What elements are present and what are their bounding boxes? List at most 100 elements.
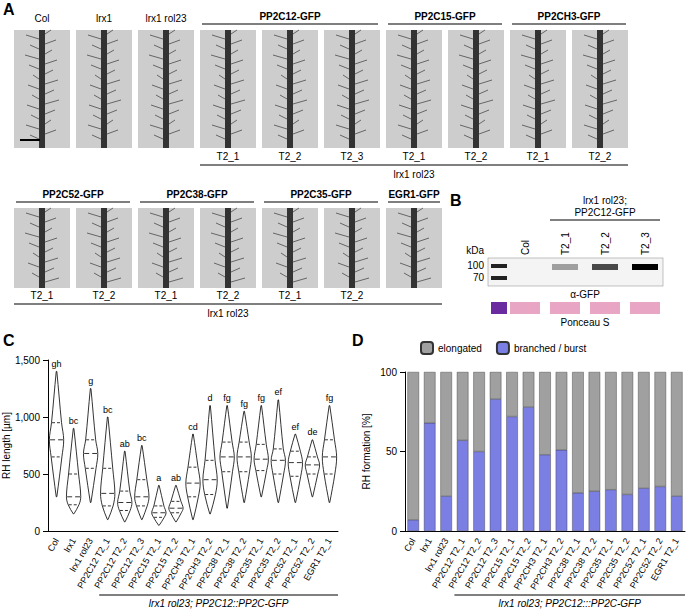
svg-text:ef: ef [292,422,300,432]
svg-text:PP2C38 T2_1: PP2C38 T2_1 [194,536,232,591]
svg-text:RH formation [%]: RH formation [%] [361,413,372,489]
svg-text:1,000: 1,000 [15,412,40,423]
svg-text:B: B [450,192,462,209]
svg-text:cd: cd [188,422,198,432]
svg-text:PP2C35 T2_1: PP2C35 T2_1 [578,536,616,591]
svg-text:PP2C15 T2_2: PP2C15 T2_2 [143,536,181,591]
svg-text:0: 0 [391,526,397,537]
svg-text:ab: ab [171,473,181,483]
svg-text:PP2C15-GFP: PP2C15-GFP [414,11,475,22]
svg-text:T2_1: T2_1 [403,151,426,162]
svg-text:lrx1: lrx1 [62,536,78,554]
svg-text:bc: bc [103,405,113,415]
svg-text:EGR1-GFP: EGR1-GFP [388,189,439,200]
svg-text:fg: fg [326,393,334,403]
svg-text:EGR1 T2_1: EGR1 T2_1 [301,536,333,582]
svg-text:T2_2: T2_2 [341,290,364,301]
svg-text:PP2C38-GFP: PP2C38-GFP [166,189,227,200]
svg-text:lrx1: lrx1 [418,536,434,554]
svg-text:lrx1 rol23: lrx1 rol23 [207,308,249,319]
svg-text:T2_2: T2_2 [600,232,611,255]
svg-text:PP2C38 T2_2: PP2C38 T2_2 [561,536,599,591]
svg-text:T2_1: T2_1 [217,151,240,162]
svg-text:RH length [µm]: RH length [µm] [1,412,12,479]
svg-text:500: 500 [23,469,40,480]
svg-text:PP2C52 T2_2: PP2C52 T2_2 [279,536,317,591]
svg-text:C: C [3,332,15,349]
svg-text:PP2C35 T2_2: PP2C35 T2_2 [245,536,283,591]
svg-text:T2_1: T2_1 [527,151,550,162]
svg-text:fg: fg [223,393,231,403]
svg-text:Col: Col [45,536,60,553]
svg-text:branched / burst: branched / burst [514,343,586,354]
svg-text:kDa: kDa [466,245,484,256]
svg-text:lrx1 rol23; PP2C12::PP2C-GFP: lrx1 rol23; PP2C12::PP2C-GFP [149,598,289,609]
svg-text:T2_1: T2_1 [560,232,571,255]
svg-text:Col: Col [34,13,49,24]
svg-text:lrx1 rol23;: lrx1 rol23; [583,195,627,206]
svg-text:D: D [352,332,364,349]
svg-text:de: de [307,427,317,437]
svg-text:T2_1: T2_1 [279,290,302,301]
svg-text:ef: ef [275,387,283,397]
svg-text:PP2C15 T2_1: PP2C15 T2_1 [479,536,517,591]
svg-text:Col: Col [520,240,531,255]
svg-text:lrx1: lrx1 [96,13,113,24]
svg-text:gh: gh [52,359,62,369]
svg-text:a: a [156,473,161,483]
svg-text:EGR1 T2_1: EGR1 T2_1 [649,536,681,582]
svg-text:PP2CH3-GFP: PP2CH3-GFP [538,11,601,22]
svg-text:fg: fg [257,393,265,403]
svg-text:PP2C12 T2_1: PP2C12 T2_1 [75,536,112,591]
svg-text:PP2CH3 T2_1: PP2CH3 T2_1 [159,536,198,592]
svg-text:T2_1: T2_1 [31,290,54,301]
svg-text:T2_2: T2_2 [589,151,612,162]
svg-text:T2_1: T2_1 [155,290,178,301]
svg-text:100: 100 [467,260,484,271]
svg-text:α-GFP: α-GFP [570,289,600,300]
svg-text:PP2C12-GFP: PP2C12-GFP [259,11,320,22]
svg-text:PP2C38 T2_1: PP2C38 T2_1 [545,536,583,591]
svg-text:PP2C35-GFP: PP2C35-GFP [290,189,351,200]
svg-text:50: 50 [386,446,398,457]
svg-text:lrx1 rol23; PP2C12:::PP2C-GFP: lrx1 rol23; PP2C12:::PP2C-GFP [499,598,642,609]
svg-text:fg: fg [240,399,248,409]
svg-text:PP2C12 T2_1: PP2C12 T2_1 [430,536,467,591]
svg-text:lrx1 rol23: lrx1 rol23 [393,169,435,180]
svg-text:T2_2: T2_2 [465,151,488,162]
svg-text:PP2C12 T2_2: PP2C12 T2_2 [92,536,130,591]
svg-text:PP2C52 T2_1: PP2C52 T2_1 [262,536,300,591]
svg-text:70: 70 [473,272,485,283]
svg-text:T2_2: T2_2 [279,151,302,162]
svg-text:d: d [208,393,213,403]
svg-text:PP2C12 T2_3: PP2C12 T2_3 [109,536,147,591]
svg-text:g: g [88,376,93,386]
svg-text:PP2C52-GFP: PP2C52-GFP [42,189,103,200]
svg-text:0: 0 [34,526,40,537]
svg-text:PP2C52 T2_2: PP2C52 T2_2 [627,536,665,591]
svg-text:100: 100 [380,367,397,378]
svg-text:1,500: 1,500 [15,355,40,366]
svg-text:lrx1 rol23: lrx1 rol23 [145,13,187,24]
svg-text:PP2C15 T2_1: PP2C15 T2_1 [126,536,164,591]
svg-text:T2_2: T2_2 [217,290,240,301]
svg-text:elongated: elongated [438,343,482,354]
svg-text:PP2C52 T2_1: PP2C52 T2_1 [611,536,649,591]
svg-text:A: A [3,1,15,18]
svg-text:PP2C12-GFP: PP2C12-GFP [574,207,635,218]
svg-text:T2_3: T2_3 [640,232,651,255]
svg-text:PP2C35 T2_2: PP2C35 T2_2 [594,536,632,591]
svg-text:Col: Col [402,536,417,553]
svg-text:PP2C35 T2_1: PP2C35 T2_1 [228,536,266,591]
svg-text:PP2C38 T2_2: PP2C38 T2_2 [211,536,249,591]
svg-text:Ponceau S: Ponceau S [561,317,610,328]
svg-text:T2_2: T2_2 [93,290,116,301]
svg-text:bc: bc [69,416,79,426]
svg-text:T2_3: T2_3 [341,151,364,162]
svg-text:PP2C12 T2_2: PP2C12 T2_2 [446,536,484,591]
svg-text:ab: ab [120,439,130,449]
svg-text:PP2CH3 T2_2: PP2CH3 T2_2 [528,536,566,592]
svg-text:bc: bc [137,433,147,443]
svg-text:PP2CH3 T2_2: PP2CH3 T2_2 [176,536,215,592]
svg-text:PP2CH3 T2_1: PP2CH3 T2_1 [511,536,550,592]
